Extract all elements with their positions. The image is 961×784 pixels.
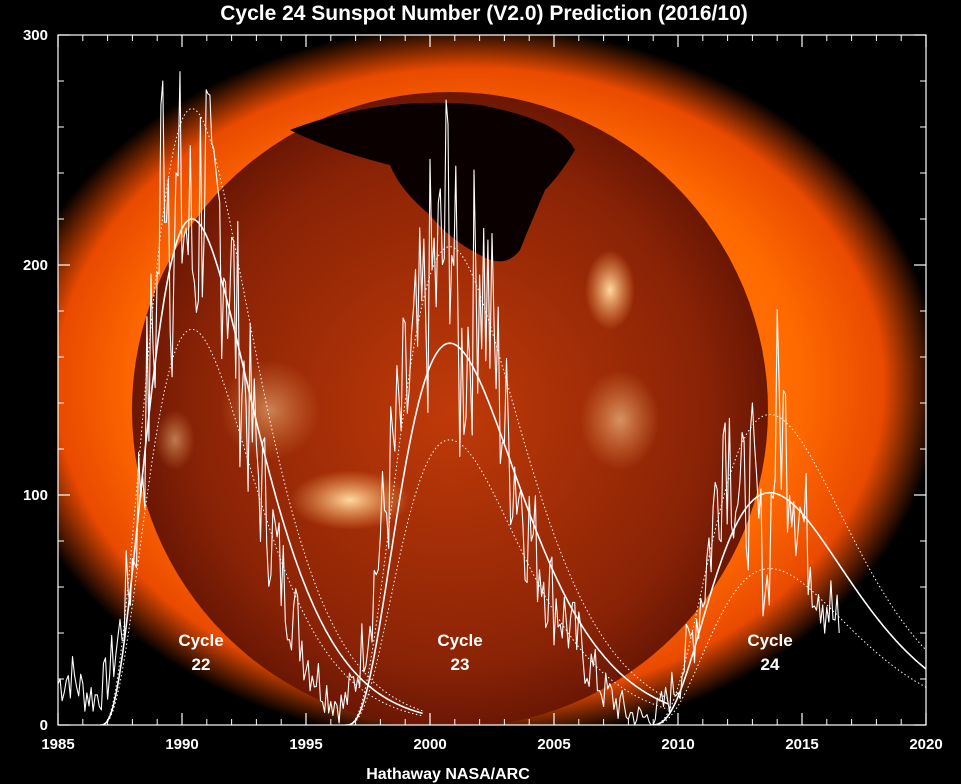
monthly-sunspot-line <box>58 71 840 725</box>
x-tick-label: 2000 <box>413 736 446 753</box>
y-tick-label: 0 <box>40 717 48 734</box>
monthly-sunspot-series <box>58 71 840 725</box>
plot-area <box>58 71 926 725</box>
x-tick-label: 2020 <box>909 736 942 753</box>
x-tick-label: 1985 <box>41 736 74 753</box>
y-tick-label: 300 <box>23 27 48 44</box>
chart-title: Cycle 24 Sunspot Number (V2.0) Predictio… <box>220 2 748 25</box>
lower-bound-curve <box>345 439 669 725</box>
cycle-fit-curve <box>345 342 669 725</box>
y-axis-labels: 0 100 200 300 <box>23 27 48 734</box>
cycle-label: Cycle <box>437 631 482 650</box>
cycle-number: 22 <box>192 655 211 674</box>
cycle-fit-curve <box>650 491 926 725</box>
y-tick-label: 100 <box>23 487 48 504</box>
cycle-number: 23 <box>451 655 470 674</box>
cycle-label: Cycle <box>747 631 792 650</box>
cycle-number: 24 <box>761 655 780 674</box>
y-tick-label: 200 <box>23 257 48 274</box>
cycle-labels: Cycle 22 Cycle 23 Cycle 24 <box>178 631 792 674</box>
x-tick-label: 2010 <box>661 736 694 753</box>
x-tick-label: 2015 <box>785 736 818 753</box>
axis-ticks <box>57 34 927 726</box>
upper-bound-curve <box>100 108 423 725</box>
lower-bound-curve <box>650 568 926 725</box>
x-tick-label: 1990 <box>165 736 198 753</box>
x-tick-label: 2005 <box>537 736 570 753</box>
plot-frame <box>57 34 927 726</box>
prediction-bounds <box>100 108 926 725</box>
upper-bound-curve <box>650 413 926 725</box>
x-axis-labels: 1985 1990 1995 2000 2005 2010 2015 2020 <box>41 736 942 753</box>
cycle-label: Cycle <box>178 631 223 650</box>
credit-label: Hathaway NASA/ARC <box>366 766 530 783</box>
x-tick-label: 1995 <box>289 736 322 753</box>
sun-xray-image <box>58 35 926 725</box>
